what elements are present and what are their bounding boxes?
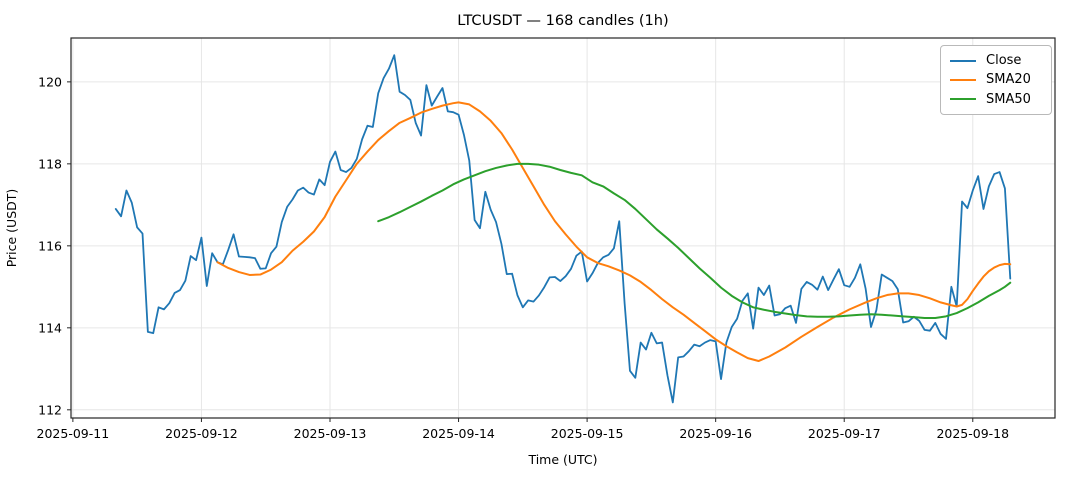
legend-label: SMA50 (986, 91, 1031, 107)
y-tick-label: 114 (38, 320, 62, 335)
x-tick-label: 2025-09-14 (422, 426, 495, 441)
axes (67, 37, 1056, 422)
y-axis-label: Price (USDT) (4, 189, 19, 268)
x-tick-label: 2025-09-12 (165, 426, 238, 441)
series-close (114, 54, 1012, 404)
legend-entry-sma50: SMA50 (950, 93, 1042, 106)
series-sma20 (216, 101, 1012, 363)
series-sma50 (377, 162, 1012, 319)
close-line-swatch (950, 59, 976, 62)
x-tick-label: 2025-09-11 (37, 426, 110, 441)
grid-lines (71, 38, 1055, 418)
x-tick-label: 2025-09-16 (679, 426, 752, 441)
legend-entry-sma20: SMA20 (950, 73, 1042, 86)
chart-title: LTCUSDT — 168 candles (1h) (457, 12, 669, 29)
x-axis-label: Time (UTC) (527, 452, 597, 467)
legend-label: SMA20 (986, 72, 1031, 88)
x-tick-label: 2025-09-18 (936, 426, 1009, 441)
x-tick-label: 2025-09-13 (294, 426, 367, 441)
legend-label: Close (986, 53, 1022, 69)
legend: Close SMA20 SMA50 (940, 45, 1052, 115)
sma20-line-swatch (950, 78, 976, 81)
tick-labels: 2025-09-11 2025-09-12 2025-09-13 2025-09-14… (37, 74, 1010, 441)
y-tick-label: 118 (38, 156, 62, 171)
series-lines (114, 54, 1012, 404)
y-tick-label: 120 (38, 74, 62, 89)
sma50-line-swatch (950, 98, 976, 101)
y-tick-label: 116 (38, 238, 62, 253)
y-tick-label: 112 (38, 402, 62, 417)
legend-entry-close: Close (950, 54, 1042, 67)
x-tick-label: 2025-09-17 (808, 426, 881, 441)
x-tick-label: 2025-09-15 (551, 426, 624, 441)
